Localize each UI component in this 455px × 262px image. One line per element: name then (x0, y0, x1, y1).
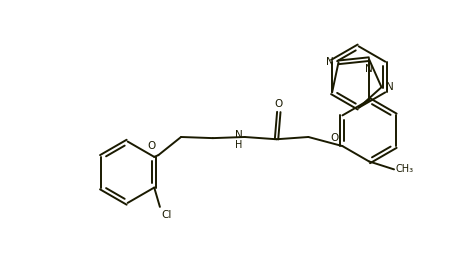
Text: CH₃: CH₃ (394, 164, 412, 174)
Text: N: N (325, 57, 333, 67)
Text: N: N (364, 64, 372, 74)
Text: N: N (385, 82, 393, 92)
Text: O: O (330, 133, 339, 143)
Text: O: O (274, 99, 282, 108)
Text: N: N (234, 130, 242, 140)
Text: Cl: Cl (161, 210, 171, 220)
Text: H: H (234, 140, 242, 150)
Text: O: O (147, 141, 156, 151)
